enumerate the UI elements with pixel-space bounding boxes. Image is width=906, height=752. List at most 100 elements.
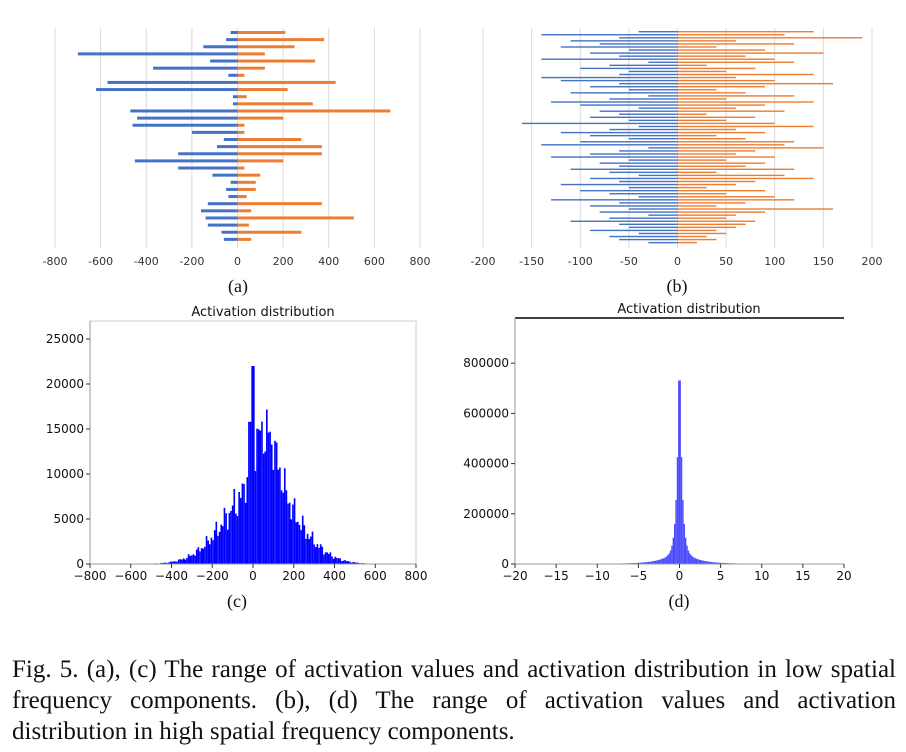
bar-positive [237, 80, 336, 84]
bar-positive [677, 128, 736, 131]
histogram-bar [691, 556, 694, 564]
y-tick-label: 800000 [463, 356, 509, 370]
histogram-bar [354, 562, 356, 564]
histogram-bar [269, 431, 271, 564]
x-tick-label: 600 [364, 569, 387, 583]
histogram-bar [218, 531, 221, 564]
histogram-bar [314, 547, 317, 564]
bar-positive [237, 159, 284, 163]
bar-positive [677, 37, 863, 39]
histogram-bar [695, 558, 698, 564]
histogram-bar [319, 544, 322, 564]
histogram-bar [649, 561, 651, 564]
histogram-bar [174, 561, 177, 564]
y-tick-label: 0 [76, 557, 84, 571]
bar-negative [599, 162, 678, 164]
histogram-bar [318, 547, 320, 564]
histogram-bar [344, 560, 346, 564]
histogram-bar [251, 366, 253, 564]
bar-negative [560, 131, 678, 134]
histogram-bar [290, 519, 293, 564]
y-tick-label: 600000 [463, 406, 509, 420]
histogram-bar [711, 562, 713, 564]
histogram-bar [334, 556, 337, 564]
x-tick-label: -150 [519, 255, 544, 268]
bar-positive [237, 152, 322, 156]
histogram-bar [671, 545, 673, 564]
histogram-bar [342, 560, 345, 564]
bar-positive [677, 223, 746, 225]
histogram-bar [337, 558, 340, 564]
histogram-bar [220, 524, 223, 564]
bar-negative [648, 95, 678, 97]
bar-negative [589, 134, 678, 137]
bar-negative [221, 230, 238, 234]
panel-d-histogram: Activation distribution −20 −15 −10 −5 0 5 10 1… [463, 302, 851, 583]
bar-negative [521, 122, 678, 125]
histogram-bar [186, 557, 188, 564]
x-tick-label: 200 [862, 255, 883, 268]
bar-positive [237, 180, 256, 184]
x-tick-label: 200 [273, 255, 294, 268]
bar-positive [677, 113, 707, 115]
x-tick-label: −5 [630, 569, 648, 583]
bar-positive [677, 79, 775, 82]
x-tick-label: −800 [74, 569, 107, 583]
bar-negative [609, 171, 678, 174]
histogram-bar [293, 498, 296, 564]
bar-negative [191, 130, 238, 134]
bar-positive [677, 55, 746, 57]
bar-negative [628, 119, 678, 122]
bar-positive [677, 193, 727, 195]
bar-negative [609, 98, 678, 100]
histogram-bar [254, 471, 257, 564]
bar-negative [230, 31, 238, 34]
histogram-bar [637, 562, 639, 564]
histogram-bar [708, 561, 710, 564]
y-tick-label: 0 [501, 557, 509, 571]
histogram-bar [715, 562, 717, 564]
histogram-bar [717, 562, 720, 564]
bar-negative [134, 159, 238, 163]
x-tick-label: 0 [234, 255, 241, 268]
bar-negative [570, 92, 678, 94]
bar-negative [541, 76, 678, 79]
bar-positive [677, 229, 717, 232]
bar-positive [677, 138, 746, 140]
y-tick-label: 400000 [463, 457, 509, 471]
bar-positive [677, 147, 824, 149]
histogram-bar [656, 560, 658, 564]
bar-negative [207, 223, 238, 227]
histogram-bar [650, 561, 653, 564]
histogram-bar [668, 553, 670, 564]
histogram-bar [678, 380, 680, 564]
bar-positive [677, 214, 736, 216]
histogram-bar [246, 477, 249, 564]
histogram-bar [228, 512, 231, 564]
histogram-bar [704, 560, 706, 564]
bar-positive [677, 134, 717, 137]
histogram-bar [311, 531, 314, 564]
bar-negative [580, 67, 678, 70]
histogram-bar [256, 428, 258, 564]
bar-negative [560, 79, 678, 82]
bar-negative [226, 38, 238, 42]
bar-negative [619, 238, 678, 241]
histogram-bar [182, 558, 185, 564]
bar-positive [237, 123, 245, 127]
x-tick-label: 20 [836, 569, 851, 583]
histogram-bar [176, 561, 179, 564]
histogram-bar [280, 490, 283, 564]
histogram-bar [702, 560, 705, 564]
bar-negative [560, 183, 678, 186]
x-tick-label: −15 [543, 569, 568, 583]
histogram-bar [202, 548, 205, 564]
histogram-bar [189, 555, 192, 564]
bar-negative [609, 64, 678, 67]
histogram-bar [313, 544, 315, 564]
bar-positive [237, 209, 252, 213]
bar-negative [648, 147, 678, 149]
bar-negative [153, 66, 238, 70]
histogram-bar [716, 562, 718, 564]
bar-positive [677, 43, 795, 45]
